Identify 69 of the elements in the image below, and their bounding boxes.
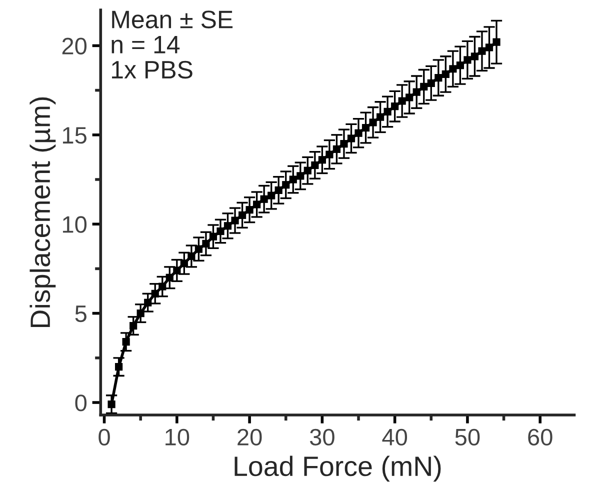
point	[318, 156, 326, 164]
y-tick-label: 10	[62, 216, 87, 233]
point	[384, 108, 392, 116]
point	[166, 274, 174, 282]
point	[224, 222, 232, 230]
point	[391, 102, 399, 110]
point	[347, 134, 356, 142]
point	[231, 216, 239, 224]
point	[108, 400, 116, 408]
point	[326, 150, 334, 158]
point	[456, 62, 464, 70]
point	[304, 166, 312, 174]
point	[253, 200, 261, 208]
x-tick-label: 0	[98, 428, 110, 446]
y-tick-label: 15	[62, 127, 86, 144]
point	[158, 282, 166, 290]
point	[114, 363, 123, 371]
point	[260, 195, 268, 203]
point	[274, 186, 282, 194]
point	[449, 65, 457, 73]
point	[180, 260, 188, 268]
x-tick-label: 40	[382, 428, 408, 446]
x-tick-label: 20	[238, 428, 262, 446]
point	[340, 140, 348, 148]
point	[136, 310, 144, 318]
point	[296, 172, 304, 180]
point	[369, 118, 377, 126]
point	[427, 79, 435, 87]
point	[246, 206, 254, 214]
point	[434, 74, 442, 82]
x-tick-label: 30	[310, 428, 334, 446]
point	[420, 82, 428, 91]
point	[282, 181, 290, 189]
point	[194, 245, 203, 253]
point	[144, 298, 152, 306]
point	[151, 290, 159, 298]
point	[173, 266, 181, 274]
point	[412, 88, 420, 96]
point	[311, 161, 319, 170]
x-tick-label: 10	[166, 428, 190, 446]
point	[238, 211, 246, 219]
point	[362, 124, 370, 132]
point	[406, 94, 414, 102]
x-tick-label: 60	[528, 428, 552, 446]
y-tick-label: 5	[75, 306, 86, 322]
point	[130, 322, 138, 330]
point	[122, 338, 130, 346]
annotation: Mean ± SE n = 14 1x PBS	[112, 10, 233, 79]
point	[376, 113, 384, 121]
point	[354, 129, 362, 137]
point	[470, 52, 479, 60]
point	[188, 252, 196, 260]
y-tick-label: 0	[75, 394, 87, 412]
point	[492, 38, 500, 46]
point	[478, 47, 486, 55]
point	[464, 56, 472, 64]
point	[268, 192, 276, 200]
point	[209, 232, 218, 240]
point	[485, 44, 494, 52]
y-tick-label: 20	[62, 38, 87, 54]
x-axis-title: Load Force (mN)	[234, 456, 441, 482]
y-axis-title: Displacement (µm)	[30, 97, 56, 328]
point	[332, 145, 341, 153]
point	[202, 240, 210, 248]
point	[442, 70, 450, 78]
x-tick-label: 50	[455, 428, 480, 446]
point	[289, 176, 297, 184]
point	[216, 227, 224, 236]
point	[398, 97, 406, 105]
